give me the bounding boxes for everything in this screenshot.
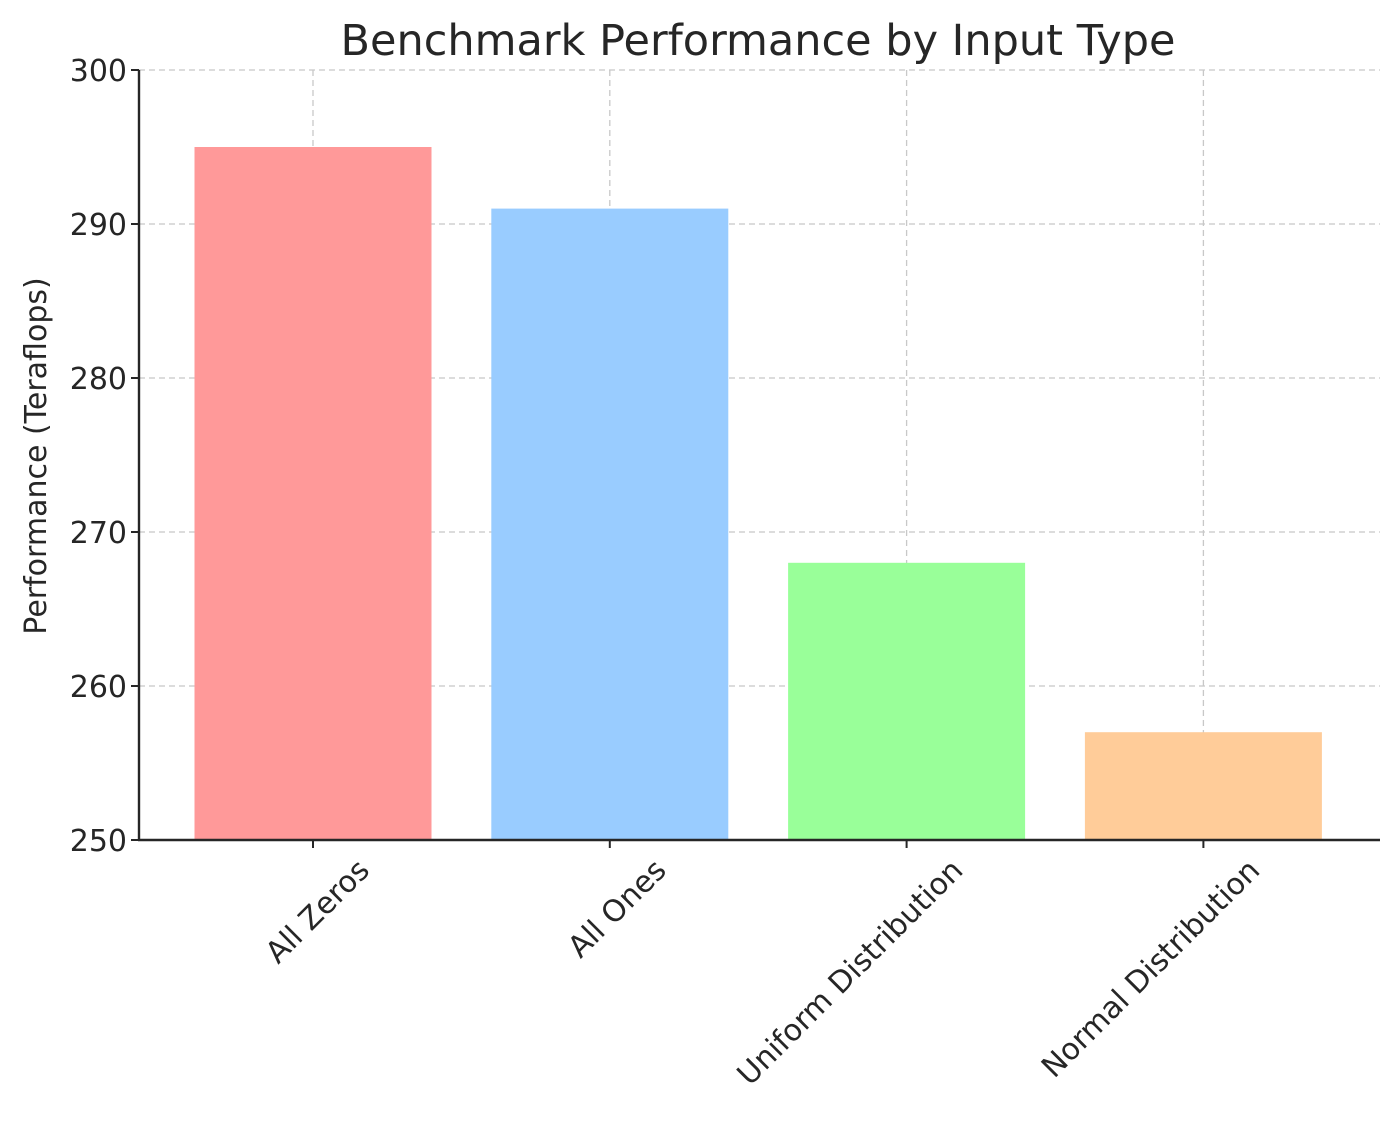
y-tick-label: 280 [70,362,127,397]
y-tick-label: 270 [70,516,127,551]
y-axis-label: Performance (Teraflops) [19,277,54,634]
y-tick-label: 290 [70,208,127,243]
x-tick-label: Normal Distribution [1035,853,1267,1085]
bar-uniform-distribution [788,562,1026,840]
x-tick-label: Uniform Distribution [731,853,971,1093]
y-tick-label: 250 [70,824,127,859]
bar-all-zeros [194,147,432,840]
axes [131,69,1380,848]
y-tick-label: 260 [70,670,127,705]
bars [194,147,1322,841]
x-tick-label: All Zeros [259,853,377,971]
bar-all-ones [491,208,729,841]
bar-normal-distribution [1084,732,1322,840]
x-tick-label: All Ones [561,853,673,965]
chart-title: Benchmark Performance by Input Type [341,16,1176,66]
y-tick-label: 300 [70,54,127,89]
